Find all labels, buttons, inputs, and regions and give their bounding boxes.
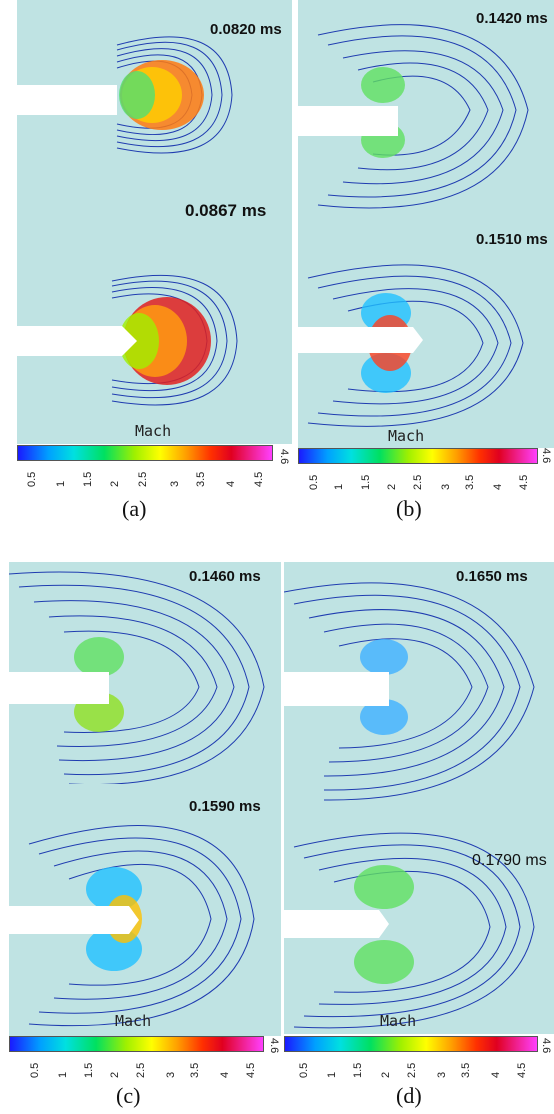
colorbar-a: [17, 445, 273, 461]
tick-label: 4.5: [518, 474, 530, 490]
tick-label: 3: [169, 480, 181, 487]
tick-label: 2: [109, 1071, 121, 1078]
panel-a-bottom: 0.0867 ms Mach: [17, 186, 292, 444]
colorbar-c: [9, 1036, 264, 1052]
colorbar-title: Mach: [380, 1012, 417, 1030]
tick-label: 4: [492, 483, 504, 490]
colorbar-max-label: 4.6: [278, 449, 290, 465]
tick-label: 1: [55, 480, 67, 487]
caption-c: (c): [116, 1083, 141, 1108]
contour-plot-d-top: [284, 582, 535, 801]
colorbar-d: [284, 1036, 538, 1052]
tick-label: 1: [326, 1071, 338, 1078]
tick-label: 0.5: [29, 1062, 41, 1078]
timestamp-label: 0.1510 ms: [476, 231, 548, 248]
tick-label: 2.5: [135, 1062, 147, 1078]
contour-plot-b-bottom: [298, 264, 524, 427]
tick-label: 2.5: [137, 471, 149, 487]
tick-label: 3.5: [195, 471, 207, 487]
timestamp-label: 0.1790 ms: [472, 852, 547, 869]
colorbar-max-label: 4.6: [540, 448, 552, 464]
timestamp-label: 0.1420 ms: [476, 10, 548, 27]
colorbar-ticks-d: 0.5 1 1.5 2 2.5 3 3.5 4 4.5: [284, 1056, 538, 1078]
caption-a: (a): [122, 496, 147, 521]
tick-label: 2.5: [406, 1062, 418, 1078]
tick-label: 1: [333, 483, 345, 490]
timestamp-label: 0.1590 ms: [189, 798, 261, 815]
panel-c-bottom: 0.1590 ms Mach: [9, 784, 281, 1036]
contour-plot-b-top: [298, 24, 529, 209]
panel-b-bottom: 0.1510 ms Mach: [298, 223, 554, 448]
tick-label: 2: [386, 483, 398, 490]
caption-d: (d): [396, 1083, 422, 1108]
contour-plot-d-bottom: [284, 832, 535, 1029]
colorbar-ticks-c: 0.5 1 1.5 2 2.5 3 3.5 4 4.5: [9, 1056, 264, 1078]
colorbar-ticks-a: 0.5 1 1.5 2 2.5 3 3.5 4 4.5: [17, 465, 273, 487]
tick-label: 1: [57, 1071, 69, 1078]
contour-plot-c-bottom: [9, 825, 255, 1027]
colorbar-max-label: 4.6: [268, 1038, 280, 1054]
tick-label: 4.5: [253, 471, 265, 487]
tick-label: 2: [380, 1071, 392, 1078]
caption-b: (b): [396, 496, 422, 521]
timestamp-label: 0.0820 ms: [210, 21, 282, 38]
tick-label: 1.5: [360, 474, 372, 490]
tick-label: 3: [165, 1071, 177, 1078]
tick-label: 0.5: [308, 474, 320, 490]
tick-label: 0.5: [26, 471, 38, 487]
tick-label: 4.5: [516, 1062, 528, 1078]
timestamp-label: 0.1650 ms: [456, 568, 528, 585]
colorbar-ticks-b: 0.5 1 1.5 2 2.5 3 3.5 4 4.5: [298, 468, 538, 490]
tick-label: 3.5: [189, 1062, 201, 1078]
tick-label: 4: [490, 1071, 502, 1078]
tick-label: 3.5: [464, 474, 476, 490]
timestamp-label: 0.1460 ms: [189, 568, 261, 585]
panel-c-top: 0.1460 ms: [9, 562, 281, 784]
panel-d-top: 0.1650 ms: [284, 562, 554, 802]
tick-label: 4: [225, 480, 237, 487]
colorbar-b: [298, 448, 538, 464]
tick-label: 1.5: [352, 1062, 364, 1078]
panel-b-top: 0.1420 ms: [298, 0, 554, 223]
tick-label: 2.5: [412, 474, 424, 490]
colorbar-title: Mach: [135, 422, 172, 440]
panel-a-top: 0.0820 ms: [17, 0, 292, 186]
colorbar-title: Mach: [115, 1012, 152, 1030]
colorbar-max-label: 4.6: [540, 1038, 552, 1054]
tick-label: 3.5: [460, 1062, 472, 1078]
colorbar-title: Mach: [388, 427, 425, 445]
contour-plot-c-top: [9, 571, 265, 784]
tick-label: 3: [436, 1071, 448, 1078]
contour-plot-a-bottom: [17, 274, 238, 406]
tick-label: 1.5: [82, 471, 94, 487]
contour-plot-a-top: [17, 36, 233, 154]
panel-d-bottom: 0.1790 ms Mach: [284, 802, 554, 1034]
tick-label: 4: [219, 1071, 231, 1078]
tick-label: 3: [440, 483, 452, 490]
tick-label: 0.5: [298, 1062, 310, 1078]
tick-label: 1.5: [83, 1062, 95, 1078]
tick-label: 2: [109, 480, 121, 487]
timestamp-label: 0.0867 ms: [185, 201, 267, 220]
tick-label: 4.5: [245, 1062, 257, 1078]
